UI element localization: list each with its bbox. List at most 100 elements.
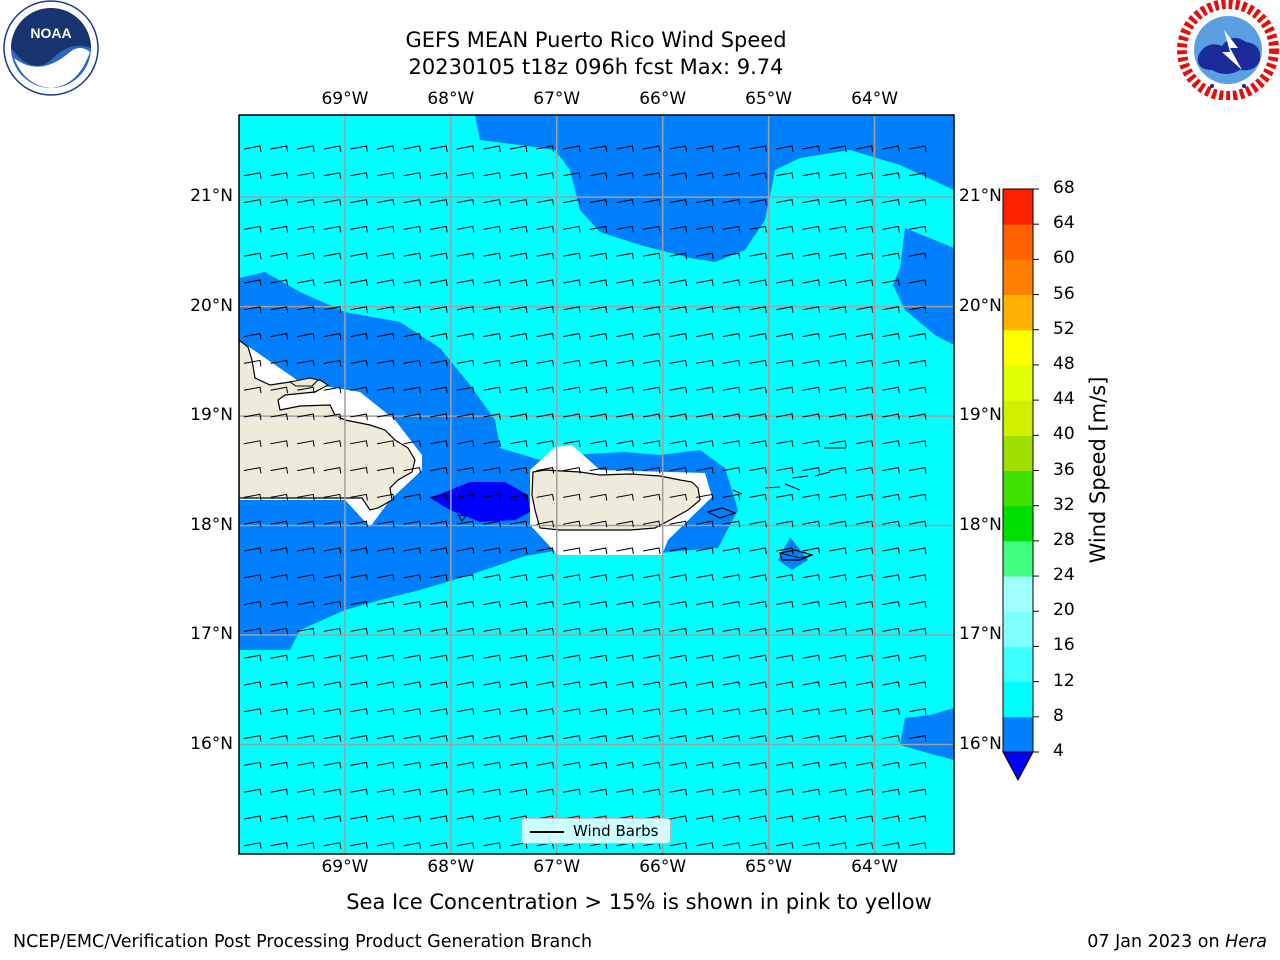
wind-barb <box>855 708 874 715</box>
wind-barb <box>536 627 555 635</box>
wind-barb <box>323 440 342 447</box>
wind-barb <box>775 761 794 769</box>
wind-barb <box>376 333 395 340</box>
wind-barb <box>616 627 634 635</box>
wind-barb <box>829 413 847 421</box>
wind-barb <box>882 788 900 796</box>
wind-barb <box>483 520 501 528</box>
wind-barb <box>403 145 422 153</box>
wind-barb <box>775 145 794 153</box>
wind-barb <box>350 681 368 689</box>
wind-barb <box>696 172 714 179</box>
wind-barb <box>297 815 315 823</box>
wind-barb <box>323 386 342 394</box>
wind-barb <box>642 493 661 501</box>
wind-barb <box>243 225 262 233</box>
wind-barb <box>616 708 634 715</box>
wind-barb <box>270 842 289 849</box>
wind-barb <box>243 359 262 367</box>
wind-barb <box>589 654 608 662</box>
wind-barb <box>749 172 767 179</box>
wind-barb <box>536 413 555 421</box>
wind-barb <box>722 574 741 581</box>
wind-barb <box>270 708 289 715</box>
wind-barb <box>908 413 927 421</box>
wind-barb <box>616 681 634 689</box>
wind-barb <box>456 279 475 287</box>
wind-barb <box>456 735 475 742</box>
wind-barb <box>563 735 581 742</box>
wind-barb <box>403 520 422 528</box>
ocean-fill-min <box>430 482 530 522</box>
wind-barb <box>749 627 767 635</box>
wind-barb <box>403 333 422 340</box>
wind-barb <box>243 547 262 555</box>
wind-barb <box>855 654 874 662</box>
wind-barb <box>483 681 501 689</box>
wind-barb <box>483 359 501 367</box>
wind-barb <box>855 467 874 474</box>
wind-barb <box>430 306 448 313</box>
colorbar-segment <box>1003 576 1033 612</box>
wind-barb <box>749 145 767 153</box>
wind-barb <box>669 654 688 662</box>
wind-barb <box>802 440 821 447</box>
wind-barb <box>536 199 555 206</box>
wind-barb <box>483 815 501 823</box>
wind-barb <box>323 601 342 608</box>
wind-barb <box>376 145 395 153</box>
colorbar-tick-label: 44 <box>1053 389 1075 410</box>
wind-barb <box>297 601 315 608</box>
wind-barb <box>456 359 475 367</box>
wind-barb <box>642 252 661 260</box>
wind-barb <box>350 815 368 823</box>
wind-barb <box>270 440 289 447</box>
wind-barb <box>908 252 927 260</box>
wind-barb <box>829 815 847 823</box>
colorbar-tick-label: 12 <box>1053 670 1075 691</box>
wind-barb <box>403 601 422 608</box>
wind-barb <box>696 842 714 849</box>
wind-barb <box>802 252 821 260</box>
wind-barb <box>243 761 262 769</box>
wind-barb <box>589 359 608 367</box>
tick-label: 68°W <box>427 857 475 877</box>
wind-barb <box>376 735 395 742</box>
wind-barb <box>270 654 289 662</box>
wind-barb <box>563 306 581 313</box>
wind-barb <box>908 172 927 179</box>
wind-barb <box>882 681 900 689</box>
wind-barb <box>696 627 714 635</box>
wind-barb <box>350 279 368 287</box>
wind-barb <box>589 627 608 635</box>
wind-barb <box>430 788 448 796</box>
wind-barb <box>243 520 262 528</box>
wind-barb <box>882 279 900 287</box>
wind-barb <box>749 681 767 689</box>
wind-barb <box>350 654 368 662</box>
wind-barb <box>483 788 501 796</box>
wind-barb <box>616 654 634 662</box>
wind-barb <box>323 493 342 501</box>
wind-barb <box>775 333 794 340</box>
colorbar <box>1002 188 1039 782</box>
wind-barb <box>882 547 900 555</box>
wind-barb <box>403 815 422 823</box>
wind-barb <box>749 788 767 796</box>
wind-barb <box>642 654 661 662</box>
wind-barb <box>642 306 661 313</box>
wind-barb <box>775 467 794 474</box>
wind-barb <box>882 761 900 769</box>
wind-barb <box>536 735 555 742</box>
wind-barb <box>456 252 475 260</box>
wind-barb <box>696 306 714 313</box>
wind-barb <box>775 386 794 394</box>
wind-barb <box>669 520 688 528</box>
wind-barb <box>829 359 847 367</box>
wind-barb <box>642 467 661 474</box>
wind-barb <box>749 520 767 528</box>
wind-barb <box>589 440 608 447</box>
wind-barb <box>350 788 368 796</box>
wind-barb <box>430 252 448 260</box>
wind-barb <box>323 654 342 662</box>
